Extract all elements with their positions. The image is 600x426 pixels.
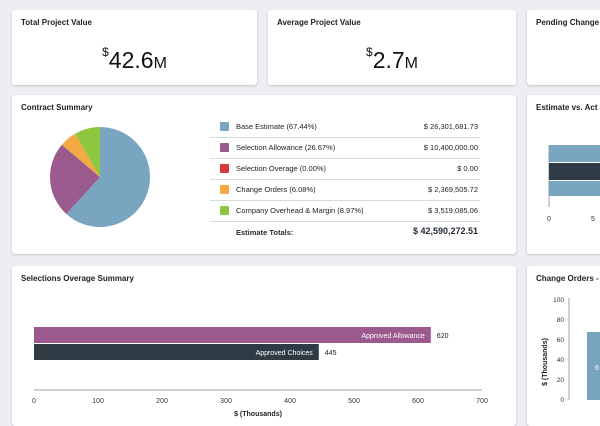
y-tick: 100: [553, 297, 564, 304]
actual-bar: [549, 163, 600, 180]
legend-value: $ 2,369,505.72: [427, 185, 478, 194]
y-tick: 80: [557, 317, 565, 324]
change-orders-card: Change Orders - $ (Thousands) 100 80 60 …: [527, 266, 600, 426]
estimate-vs-actual-chart: 0 5: [547, 145, 600, 223]
legend-swatch: [220, 143, 229, 152]
pie-slice-change-orders[interactable]: [61, 133, 100, 177]
bar-label-approved-allowance: Approved Allowance: [361, 333, 425, 340]
bar-label-approved-choices: Approved Choices: [256, 350, 314, 357]
legend-row-selection-allowance[interactable]: Selection Allowance (26.67%) $ 10,400,00…: [210, 138, 480, 159]
legend-swatch: [220, 122, 229, 131]
x-tick: 200: [156, 398, 168, 405]
y-tick: 40: [557, 357, 565, 364]
legend-row-base-estimate[interactable]: Base Estimate (67.44%) $ 26,301,681.73: [210, 117, 480, 138]
value-label-approved-allowance: 620: [437, 333, 449, 340]
x-tick: 500: [348, 398, 360, 405]
legend-value: $ 0.00: [457, 164, 478, 173]
total-project-value-title: Total Project Value: [21, 18, 92, 27]
estimate-totals-label: Estimate Totals:: [236, 228, 294, 237]
pending-change-card: Pending Change: [527, 10, 600, 85]
contract-summary-legend: Base Estimate (67.44%) $ 26,301,681.73 S…: [210, 117, 480, 247]
x-tick: 700: [476, 398, 488, 405]
x-tick: 0: [547, 216, 551, 223]
legend-label: Selection Overage (0.00%): [236, 164, 327, 173]
x-axis-label: $ (Thousands): [234, 411, 282, 418]
x-tick: 400: [284, 398, 296, 405]
value-label-approved-choices: 445: [325, 350, 337, 357]
average-project-value: $2.7M: [366, 45, 418, 73]
legend-value: $ 3,519,085.06: [427, 206, 478, 215]
x-tick: 600: [412, 398, 424, 405]
x-tick: 100: [92, 398, 104, 405]
contract-summary-pie-chart: [49, 127, 150, 227]
estimate-vs-actual-card: Estimate vs. Act 0 5: [527, 95, 600, 254]
pie-slice-base-estimate[interactable]: [66, 127, 150, 227]
change-orders-bar-label: 6: [595, 365, 599, 372]
estimate-vs-actual-title: Estimate vs. Act: [536, 103, 598, 112]
legend-value: $ 10,400,000.00: [423, 143, 478, 152]
legend-label: Base Estimate (67.44%): [236, 122, 317, 131]
legend-row-selection-overage[interactable]: Selection Overage (0.00%) $ 0.00: [210, 159, 480, 180]
x-tick: 300: [220, 398, 232, 405]
pie-slice-selection-allowance[interactable]: [49, 144, 100, 214]
y-tick: 0: [560, 397, 564, 404]
selections-overage-card: Selections Overage Summary Approved Allo…: [12, 266, 516, 426]
pending-change-title: Pending Change: [536, 18, 600, 27]
estimate-totals-row: Estimate Totals: $ 42,590,272.51: [210, 222, 480, 242]
bar-approved-allowance: [34, 327, 431, 343]
contract-summary-card: Contract Summary Base Estimate (67.44%) …: [12, 95, 516, 254]
estimate-totals-value: $ 42,590,272.51: [412, 226, 478, 236]
bar-approved-choices: [34, 344, 319, 360]
x-tick: 0: [32, 398, 36, 405]
estimate-bar-2: [549, 181, 600, 196]
change-orders-chart: $ (Thousands) 100 80 60 40 20 0 6: [542, 297, 600, 404]
legend-swatch: [220, 206, 229, 215]
total-project-value: $42.6M: [102, 45, 167, 73]
contract-summary-title: Contract Summary: [21, 103, 93, 112]
x-tick: 5: [591, 216, 595, 223]
y-tick: 20: [557, 377, 565, 384]
legend-swatch: [220, 185, 229, 194]
legend-value: $ 26,301,681.73: [423, 122, 478, 131]
selections-overage-title: Selections Overage Summary: [21, 274, 134, 283]
estimate-bar: [549, 145, 600, 162]
change-orders-title: Change Orders -: [536, 274, 599, 283]
pie-slice-company-overhead-margin[interactable]: [75, 127, 100, 177]
legend-label: Company Overhead & Margin (8.97%): [236, 206, 364, 215]
y-axis-label: $ (Thousands): [542, 338, 549, 386]
legend-swatch: [220, 164, 229, 173]
legend-label: Selection Allowance (26.67%): [236, 143, 336, 152]
legend-label: Change Orders (6.08%): [236, 185, 316, 194]
legend-row-change-orders[interactable]: Change Orders (6.08%) $ 2,369,505.72: [210, 180, 480, 201]
legend-row-overhead-margin[interactable]: Company Overhead & Margin (8.97%) $ 3,51…: [210, 201, 480, 222]
selections-overage-bar-chart: Approved Allowance Approved Choices 620 …: [32, 327, 488, 418]
average-project-value-card: Average Project Value $2.7M: [268, 10, 516, 85]
change-orders-bar: [587, 332, 600, 400]
total-project-value-card: Total Project Value $42.6M: [12, 10, 257, 85]
y-tick: 60: [557, 337, 565, 344]
average-project-value-title: Average Project Value: [277, 18, 361, 27]
